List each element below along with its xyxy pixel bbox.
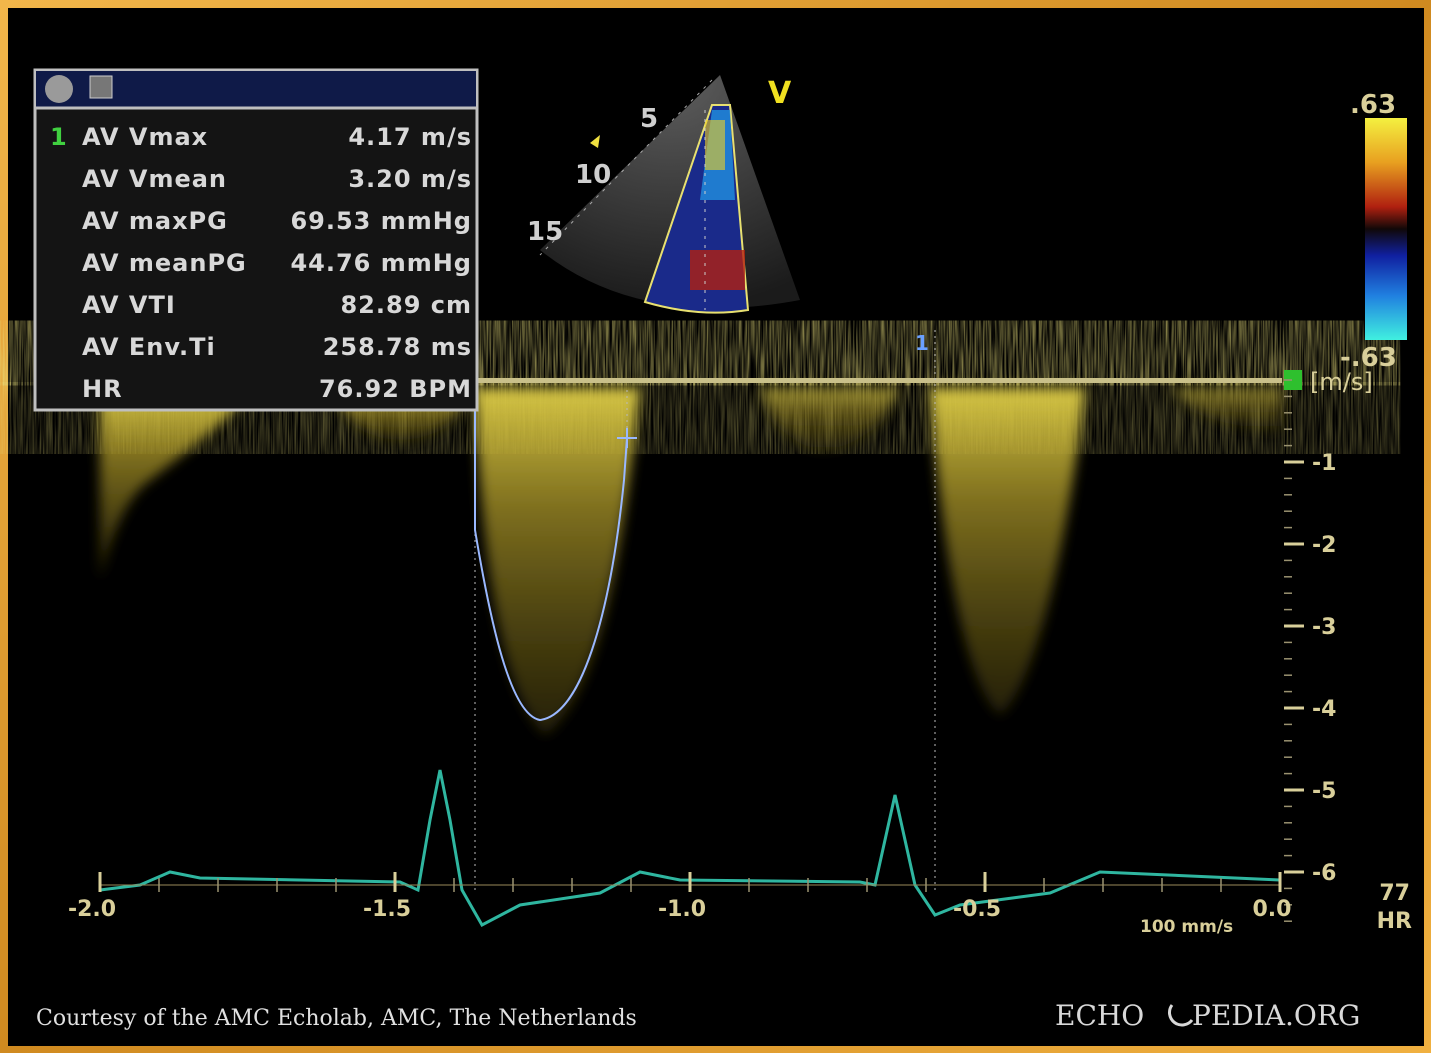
depth-label: 10 (575, 160, 611, 190)
time-tick-label: -0.5 (953, 897, 1001, 922)
measurement-label: AV VTI (82, 291, 176, 319)
echo-screen: -1 -2 -3 -4 -5 -6 -2.0 -1.5 -1.0 -0.5 0.0 1 100 m… (0, 0, 1431, 1053)
measurement-label: AV Env.Ti (82, 333, 216, 361)
measurement-value: 44.76 mmHg (290, 249, 472, 277)
cursor-label: 1 (915, 331, 929, 355)
measurement-label: AV Vmax (82, 123, 208, 151)
time-tick-label: 0.0 (1253, 897, 1292, 922)
velocity-tick-label: -4 (1312, 697, 1336, 722)
measurement-value: 69.53 mmHg (290, 207, 472, 235)
velocity-tick-label: -5 (1312, 779, 1336, 804)
measurement-label: AV Vmean (82, 165, 227, 193)
page: -1 -2 -3 -4 -5 -6 -2.0 -1.5 -1.0 -0.5 0.0 1 100 m… (0, 0, 1431, 1053)
logo-left: ECHO (1055, 999, 1144, 1032)
measurement-value: 82.89 cm (340, 291, 472, 319)
color-bar (1365, 118, 1407, 340)
image-mode: V (768, 76, 792, 111)
measurement-value: 3.20 m/s (348, 165, 472, 193)
velocity-unit: [m/s] (1310, 368, 1373, 396)
time-tick-label: -1.0 (658, 897, 706, 922)
measurement-label: AV meanPG (82, 249, 247, 277)
courtesy: Courtesy of the AMC Echolab, AMC, The Ne… (36, 1006, 637, 1031)
depth-label: 15 (527, 217, 563, 247)
sweep-speed: 100 mm/s (1140, 917, 1233, 937)
measurement-label: HR (82, 375, 123, 403)
velocity-tick-label: -3 (1312, 615, 1336, 640)
velocity-tick-label: -1 (1312, 451, 1336, 476)
measurement-panel: 1 AV Vmax 4.17 m/s AV Vmean 3.20 m/s AV maxP… (35, 70, 477, 410)
depth-label: 5 (640, 104, 658, 134)
logo-right: PEDIA.ORG (1192, 999, 1360, 1032)
measurement-value: 76.92 BPM (319, 375, 472, 403)
velocity-tick-label: -6 (1312, 861, 1336, 886)
time-tick-label: -1.5 (363, 897, 411, 922)
measurement-marker: 1 (50, 123, 68, 151)
heart-rate-label: HR (1377, 909, 1412, 934)
measurement-value: 4.17 m/s (348, 123, 472, 151)
heart-rate-value: 77 (1379, 881, 1410, 906)
measurement-label: AV maxPG (82, 207, 228, 235)
velocity-tick-label: -2 (1312, 533, 1336, 558)
color-scale-max: .63 (1350, 90, 1396, 120)
measurement-value: 258.78 ms (323, 333, 472, 361)
time-tick-label: -2.0 (68, 897, 116, 922)
